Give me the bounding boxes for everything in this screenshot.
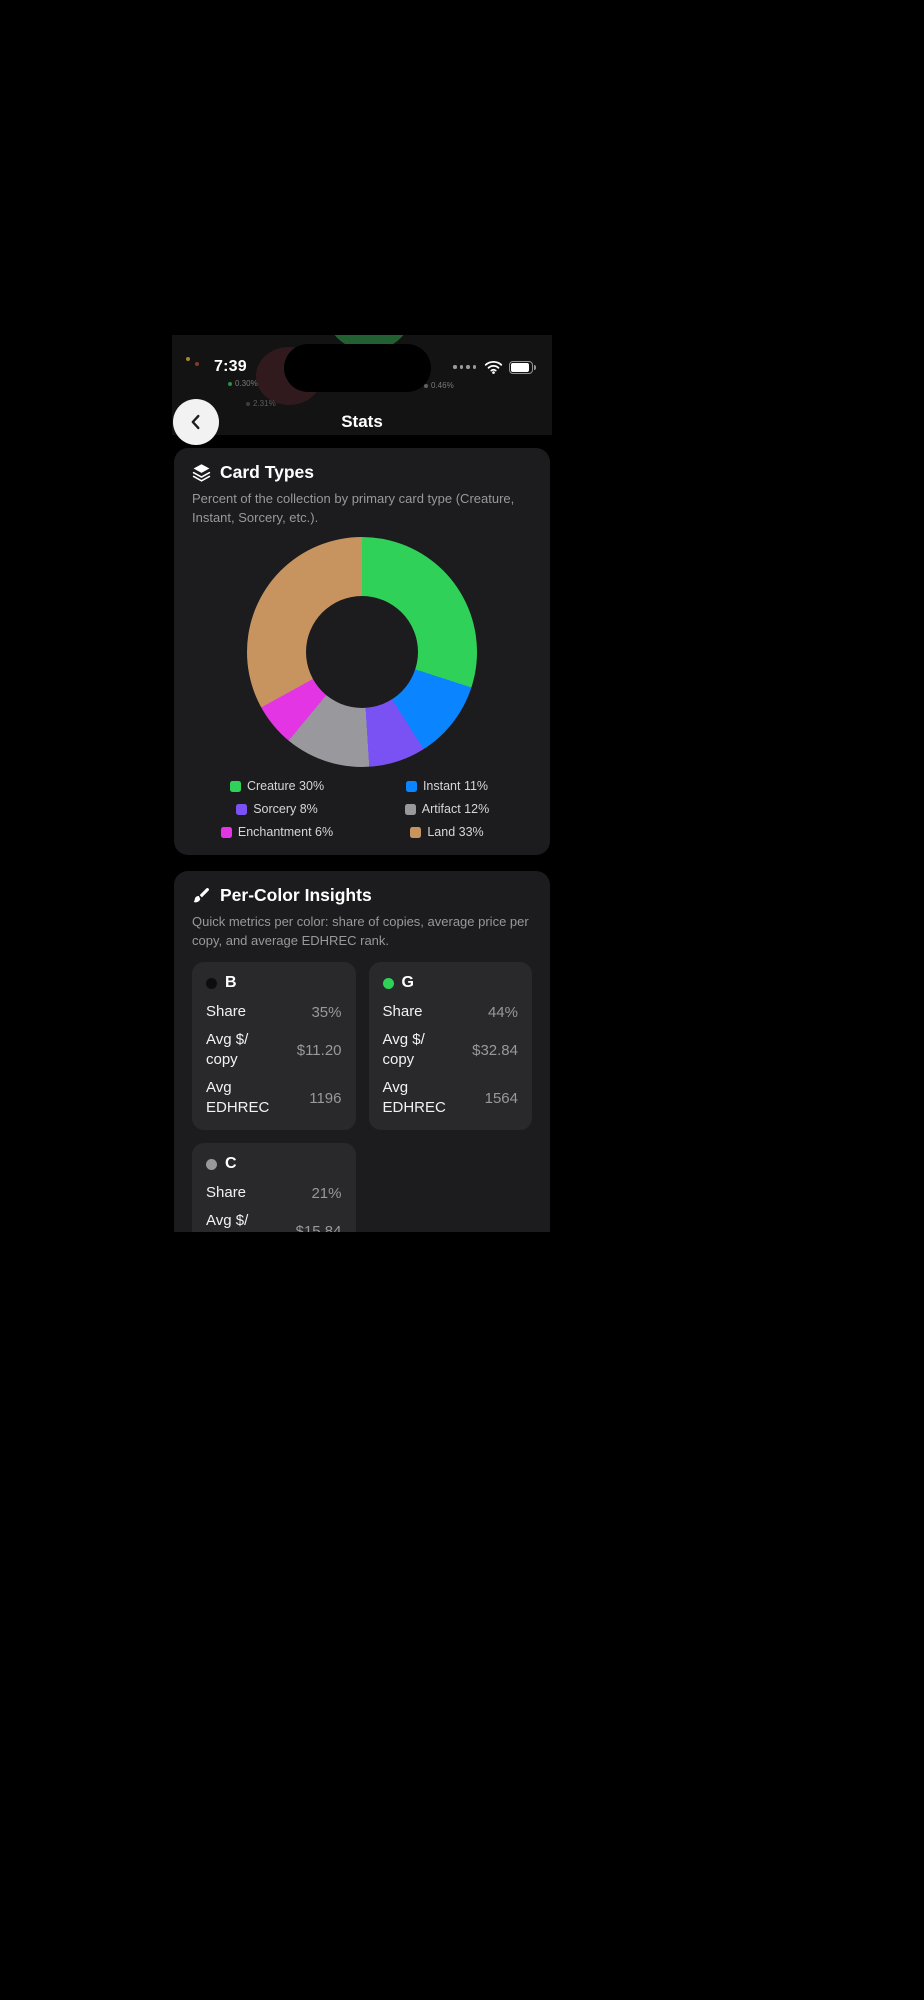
card-types-legend: Creature 30% Instant 11% Sorcery 8% Arti…	[192, 779, 532, 839]
avg-price-value: $11.20	[296, 1041, 342, 1059]
background-screen-remnant: 0.30% 0.46% 2.31% 7:39	[172, 335, 552, 435]
color-dot	[206, 977, 217, 989]
background-percent-label: 2.31%	[246, 399, 276, 408]
battery-icon	[509, 360, 536, 374]
legend-swatch	[236, 803, 248, 815]
color-card-g: G Share 44% Avg $/ copy $32.84 Avg EDHRE…	[368, 962, 532, 1130]
legend-swatch	[410, 826, 422, 838]
color-card-head: B	[206, 974, 342, 992]
avg-price-value: $15.84	[295, 1222, 342, 1233]
share-label: Share	[206, 1184, 247, 1201]
status-bar: 7:39	[172, 353, 552, 381]
avg-edhrec-value: 1196	[309, 1089, 342, 1107]
legend-dot-remnant	[228, 381, 232, 386]
avg-edhrec-value: 1564	[484, 1089, 518, 1107]
color-code: B	[225, 974, 237, 991]
avg-price-row: Avg $/ copy $32.84	[383, 1030, 519, 1070]
avg-edhrec-row: Avg EDHREC 1564	[383, 1078, 519, 1118]
share-value: 21%	[311, 1184, 342, 1202]
legend-item: Instant 11%	[362, 779, 532, 793]
donut-chart-area	[192, 537, 532, 767]
share-label: Share	[382, 1003, 423, 1020]
redacted-region	[284, 344, 431, 392]
color-code: C	[225, 1155, 237, 1172]
status-icons	[453, 360, 536, 374]
paintbrush-icon	[192, 886, 211, 905]
avg-edhrec-row: Avg EDHREC 1196	[206, 1078, 342, 1118]
chevron-left-icon	[185, 411, 207, 433]
remnant-text: 0.30%	[235, 379, 258, 388]
per-color-header: Per-Color Insights	[192, 885, 532, 906]
avg-price-row: Avg $/ copy $15.84	[206, 1211, 342, 1232]
avg-price-label: Avg $/ copy	[206, 1031, 249, 1068]
legend-swatch	[405, 780, 417, 792]
color-card-head: G	[382, 974, 519, 992]
per-color-subtitle: Quick metrics per color: share of copies…	[192, 914, 529, 948]
card-types-donut-chart	[247, 537, 477, 767]
legend-label: Sorcery 8%	[253, 802, 318, 816]
legend-item: Enchantment 6%	[192, 825, 362, 839]
background-percent-label: 0.30%	[228, 379, 258, 388]
legend-item: Creature 30%	[192, 779, 362, 793]
avg-edhrec-label: Avg EDHREC	[382, 1079, 446, 1116]
share-row: Share 44%	[383, 1002, 519, 1022]
color-card-head: C	[206, 1155, 342, 1173]
stats-content[interactable]: Card Types Percent of the collection by …	[174, 448, 550, 1232]
background-remnant-dot	[186, 357, 190, 361]
color-dot	[206, 1158, 217, 1170]
per-color-insights-card: Per-Color Insights Quick metrics per col…	[174, 871, 550, 1232]
per-color-title: Per-Color Insights	[220, 885, 372, 905]
legend-label: Creature 30%	[246, 779, 325, 793]
donut-hole	[306, 596, 418, 708]
legend-label: Enchantment 6%	[237, 825, 334, 839]
share-value: 44%	[487, 1003, 518, 1021]
legend-label: Instant 11%	[422, 779, 489, 793]
legend-swatch	[404, 803, 416, 815]
status-time: 7:39	[214, 358, 247, 375]
page-title: Stats	[341, 412, 383, 431]
color-code: G	[401, 974, 414, 991]
color-card-b: B Share 35% Avg $/ copy $11.20 Avg EDHRE…	[192, 962, 356, 1130]
color-card-c: C Share 21% Avg $/ copy $15.84 Avg EDHRE…	[192, 1143, 356, 1232]
share-row: Share 21%	[206, 1183, 342, 1203]
legend-swatch	[229, 780, 241, 792]
back-button[interactable]	[173, 399, 219, 445]
wifi-icon	[484, 360, 503, 374]
share-row: Share 35%	[206, 1002, 342, 1022]
card-types-header: Card Types	[192, 462, 532, 483]
per-color-grid: B Share 35% Avg $/ copy $11.20 Avg EDHRE…	[192, 962, 532, 1232]
avg-price-value: $32.84	[472, 1041, 518, 1059]
card-types-card: Card Types Percent of the collection by …	[174, 448, 550, 855]
legend-label: Artifact 12%	[421, 802, 490, 816]
share-label: Share	[206, 1003, 247, 1020]
legend-swatch	[220, 826, 232, 838]
avg-price-row: Avg $/ copy $11.20	[206, 1030, 342, 1070]
background-percent-label: 0.46%	[424, 381, 454, 390]
legend-dot-remnant	[246, 401, 250, 406]
card-types-title: Card Types	[220, 462, 315, 482]
legend-item: Sorcery 8%	[192, 802, 362, 816]
signal-dots-icon	[453, 365, 476, 369]
share-value: 35%	[311, 1003, 342, 1021]
card-types-subtitle: Percent of the collection by primary car…	[192, 491, 515, 525]
phone-screen[interactable]: 0.30% 0.46% 2.31% 7:39	[172, 335, 552, 1232]
layers-icon	[192, 463, 211, 482]
legend-item: Artifact 12%	[362, 802, 532, 816]
avg-price-label: Avg $/ copy	[206, 1212, 249, 1229]
legend-label: Land 33%	[427, 825, 484, 839]
remnant-text: 2.31%	[253, 399, 276, 408]
legend-dot-remnant	[424, 383, 428, 388]
background-remnant-dot	[195, 362, 199, 366]
color-dot	[382, 977, 394, 989]
avg-edhrec-label: Avg EDHREC	[206, 1079, 270, 1116]
remnant-text: 0.46%	[431, 381, 454, 390]
legend-item: Land 33%	[362, 825, 532, 839]
avg-price-label: Avg $/ copy	[382, 1031, 425, 1068]
